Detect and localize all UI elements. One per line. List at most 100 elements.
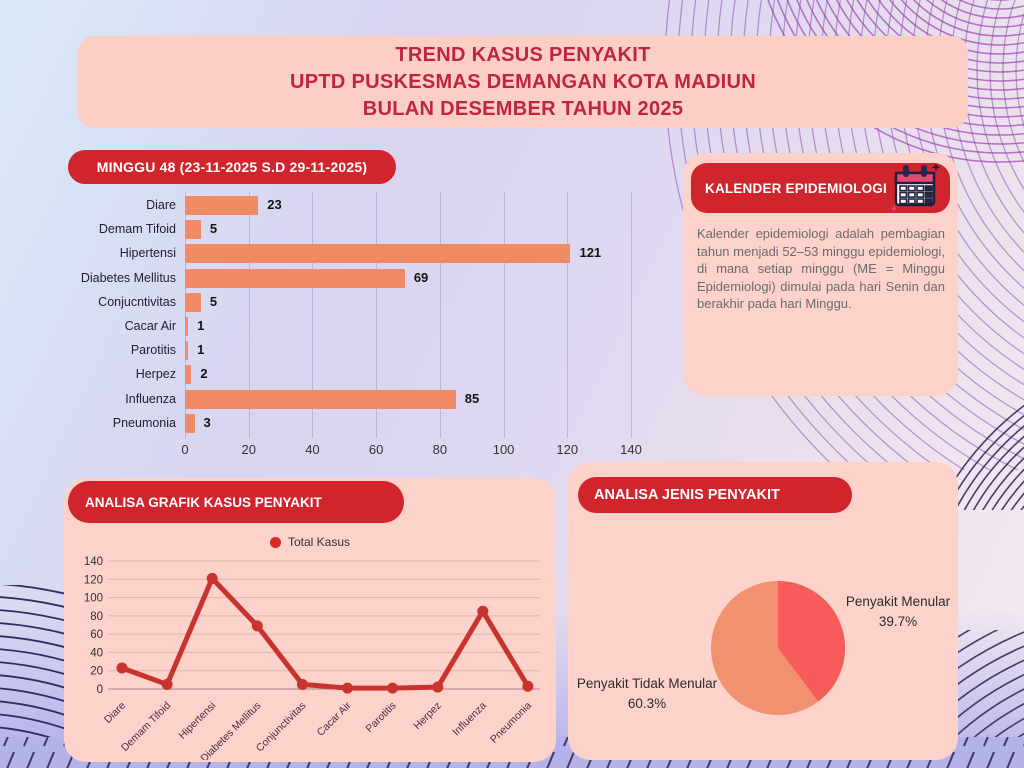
legend-dot-icon: [269, 536, 281, 548]
bar: [185, 196, 259, 215]
x-axis-tick-label: 120: [556, 442, 579, 457]
y-axis-tick-label: 100: [84, 593, 103, 605]
bar-category-label: Parotitis: [130, 343, 176, 358]
bar-category-label: Herpez: [135, 367, 176, 382]
legend-label: Total Kasus: [287, 535, 351, 549]
bar: [185, 341, 189, 361]
line-chart-header: ANALISA GRAFIK KASUS PENYAKIT: [68, 481, 404, 523]
x-axis-tick-label: 100: [492, 442, 515, 457]
x-axis-category-label: Cacar Air: [315, 699, 354, 738]
bar-value-label: 5: [209, 221, 218, 237]
bar-row: Conjucntivitas 5: [68, 291, 653, 315]
bar-row: Hipertensi 121: [68, 242, 653, 266]
data-point-marker: [116, 662, 128, 674]
line-chart-card: ANALISA GRAFIK KASUS PENYAKIT Total Kasu…: [64, 478, 556, 762]
bar-category-label: Diare: [146, 198, 176, 212]
kalender-header-label: KALENDER EPIDEMIOLOGI: [705, 180, 887, 196]
y-axis-tick-label: 40: [90, 647, 103, 659]
weekly-cases-bar-chart: Diare 23 Demam Tifoid 5 Hipertensi 121 Diabete…: [68, 192, 653, 472]
line-series: [119, 575, 531, 691]
kalender-body-text: Kalender epidemiologi adalah pembagian t…: [697, 226, 945, 311]
pie-label-menular: Penyakit Menular 39.7%: [846, 592, 950, 632]
x-axis-tick-label: 60: [368, 442, 384, 457]
x-axis-category-label: Hipertensi: [176, 700, 218, 742]
week-badge-label: MINGGU 48 (23-11-2025 S.D 29-11-2025): [96, 159, 368, 175]
x-axis-category-label: Herpez: [411, 700, 443, 732]
bar-row: Diare 23: [68, 194, 653, 218]
bar-chart-gridlines: [185, 192, 632, 438]
bar-chart-x-axis: 0 20 40 60 80 100 120 140: [181, 442, 641, 460]
x-axis-tick-label: 80: [432, 442, 448, 457]
bar-row: Influenza 85: [68, 388, 653, 412]
bar-value-label: 3: [203, 414, 211, 430]
week-badge: MINGGU 48 (23-11-2025 S.D 29-11-2025): [68, 150, 396, 184]
pie-chart-card: ANALISA JENIS PENYAKIT Penyakit Menular …: [568, 462, 958, 760]
bar-category-label: Conjucntivitas: [98, 294, 176, 309]
y-axis-tick-label: 140: [84, 556, 103, 568]
bar-value-label: 121: [579, 245, 602, 261]
x-axis-category-label: Influenza: [450, 700, 489, 739]
bar-value-label: 1: [197, 318, 205, 333]
bar-row: Cacar Air 1: [68, 315, 653, 339]
y-axis-tick-label: 120: [84, 574, 103, 586]
pie-slice-menular: [778, 580, 846, 702]
data-point-marker: [296, 678, 308, 690]
bar: [185, 220, 201, 240]
title-card: TREND KASUS PENYAKIT UPTD PUSKESMAS DEMA…: [78, 36, 968, 128]
bar-row: Pneumonia 3: [68, 412, 653, 436]
bar-value-label: 5: [209, 293, 218, 309]
kalender-epidemiologi-card: KALENDER EPIDEMIOLOGI Kalender epidemiol…: [683, 153, 958, 396]
y-axis-tick-label: 20: [90, 666, 103, 678]
bar-row: Parotitis 1: [68, 339, 653, 363]
bar-category-label: Cacar Air: [124, 319, 176, 333]
pie-label-tidak-menular: Penyakit Tidak Menular 60.3%: [577, 674, 717, 714]
line-chart-legend: Total Kasus: [64, 535, 556, 549]
data-point-marker: [522, 680, 534, 692]
calendar-icon: [890, 163, 941, 212]
y-axis-tick-label: 60: [90, 629, 103, 641]
bar-value-label: 1: [197, 342, 205, 358]
bar: [185, 365, 192, 385]
kalender-card-header: KALENDER EPIDEMIOLOGI: [691, 163, 950, 213]
bar-row: Herpez 2: [68, 363, 653, 387]
data-point-marker: [251, 620, 263, 632]
bar: [185, 413, 195, 433]
pie-label-menular-pct: 39.7%: [878, 614, 918, 629]
bar-category-label: Diabetes Mellitus: [80, 270, 176, 285]
bar-category-label: Influenza: [125, 391, 176, 406]
title-line-3: BULAN DESEMBER TAHUN 2025: [362, 97, 684, 120]
y-axis-tick-label: 0: [97, 684, 103, 696]
x-axis-category-label: Diare: [102, 700, 128, 726]
x-axis-tick-label: 40: [305, 442, 320, 457]
x-axis-category-label: Parotitis: [363, 700, 398, 735]
pie-label-tidak-menular-pct: 60.3%: [627, 696, 667, 711]
x-axis-tick-label: 0: [181, 442, 189, 457]
bar: [185, 244, 571, 264]
data-point-marker: [342, 682, 353, 694]
bar-value-label: 69: [413, 269, 429, 285]
bar: [185, 292, 201, 312]
bar: [185, 268, 405, 288]
line-chart-header-label: ANALISA GRAFIK KASUS PENYAKIT: [85, 494, 322, 510]
x-axis-category-label: Pneumonia: [488, 700, 534, 746]
data-point-marker: [432, 681, 444, 693]
pie-label-tidak-menular-name: Penyakit Tidak Menular: [576, 676, 718, 691]
title-line-2: UPTD PUSKESMAS DEMANGAN KOTA MADIUN: [289, 70, 757, 93]
pie-label-menular-name: Penyakit Menular: [845, 594, 951, 609]
bar-value-label: 85: [464, 390, 480, 406]
title-line-1: TREND KASUS PENYAKIT: [395, 43, 651, 66]
bar-category-label: Hipertensi: [119, 246, 176, 261]
bar-category-label: Pneumonia: [112, 415, 176, 430]
bar-row: Demam Tifoid 5: [68, 218, 653, 242]
pie-chart-header: ANALISA JENIS PENYAKIT: [578, 477, 852, 513]
bar-value-label: 2: [200, 366, 208, 382]
bar: [185, 317, 189, 336]
y-axis-tick-label: 80: [90, 611, 103, 623]
x-axis-tick-label: 20: [241, 442, 256, 457]
bar-value-label: 23: [267, 197, 282, 212]
bar-category-label: Demam Tifoid: [98, 222, 176, 237]
x-axis-tick-label: 140: [620, 442, 642, 457]
data-point-marker: [477, 605, 489, 617]
